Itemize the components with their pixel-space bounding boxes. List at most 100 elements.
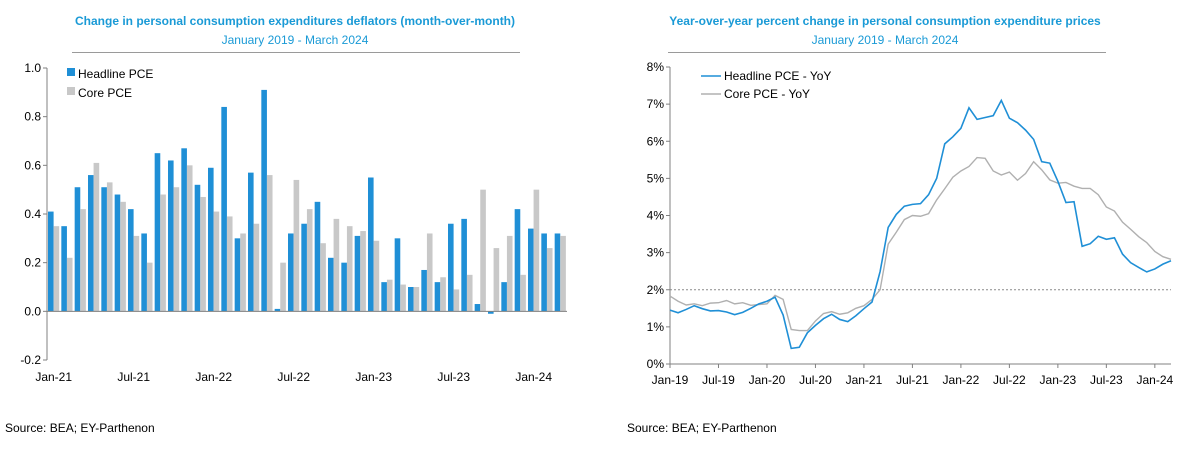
y-tick-label: 0.0 [24, 304, 41, 318]
mom-title-rule [72, 52, 520, 53]
core-bar-dec-23 [520, 274, 526, 312]
core-bar-sep-22 [320, 243, 326, 312]
x-tick-label: Jan-23 [1040, 373, 1077, 387]
y-tick-label: -0.2 [20, 353, 41, 367]
mom-chart-title: Change in personal consumption expenditu… [74, 14, 516, 28]
yoy-chart-subtitle: January 2019 - March 2024 [811, 33, 959, 47]
y-tick-label: 1.0 [24, 61, 41, 75]
core-bar-jan-24 [533, 189, 540, 312]
core-bar-oct-22 [333, 218, 340, 312]
headline-bar-sep-22 [314, 201, 321, 312]
y-tick-label: 0.8 [24, 110, 41, 124]
core-bar-jun-21 [120, 201, 126, 312]
core-bar-mar-23 [400, 284, 406, 312]
x-tick-label: Jan-20 [749, 373, 786, 387]
headline-bar-aug-23 [461, 218, 467, 312]
headline-bar-apr-23 [408, 287, 414, 312]
headline-bar-jan-23 [368, 177, 374, 312]
headline-bar-dec-22 [354, 235, 361, 312]
x-tick-label: Jul-23 [1090, 373, 1123, 387]
yoy-title-rule [668, 52, 1106, 53]
x-tick-label: Jul-22 [277, 370, 310, 384]
headline-bar-jan-24 [528, 228, 534, 312]
core-bar-apr-22 [253, 223, 260, 312]
core-bar-nov-22 [346, 226, 353, 312]
x-tick-label: Jul-20 [799, 373, 832, 387]
headline-bar-jul-23 [448, 223, 454, 312]
core-bar-nov-21 [186, 165, 193, 312]
headline-bar-nov-23 [501, 282, 507, 312]
yoy-line-chart: 0% 1% 2% 3% 4% 5% 6% 7% 8% Jan-19 Jul-19 Jan-20 Jul-… [647, 60, 1174, 387]
x-tick-label: Jan-24 [1136, 373, 1173, 387]
core-bar-jan-21 [53, 226, 60, 312]
y-tick-label: 1% [647, 320, 665, 334]
core-bar-may-23 [426, 233, 433, 312]
core-bar-jun-22 [280, 262, 286, 312]
core-bar-apr-23 [413, 287, 420, 312]
core-bar-feb-22 [226, 216, 233, 312]
headline-bar-mar-21 [74, 187, 81, 312]
mom-source-note: Source: BEA; EY-Parthenon [5, 421, 155, 435]
mom-chart-panel: Change in personal consumption expenditu… [0, 0, 590, 449]
x-tick-label: Jul-21 [117, 370, 150, 384]
headline-bar-sep-21 [154, 153, 161, 312]
headline-bar-feb-23 [381, 282, 387, 312]
mom-chart-subtitle: January 2019 - March 2024 [221, 33, 369, 47]
core-bar-aug-22 [306, 209, 313, 312]
y-tick-label: 0.4 [24, 207, 41, 221]
core-bar-may-21 [106, 182, 113, 312]
core-bar-sep-23 [480, 189, 486, 312]
headline-bar-mar-22 [234, 238, 241, 312]
x-tick-label: Jul-22 [993, 373, 1026, 387]
core-bar-dec-22 [360, 231, 366, 312]
y-tick-label: 4% [647, 209, 665, 223]
y-tick-label: 7% [647, 97, 665, 111]
headline-bar-nov-21 [181, 148, 187, 312]
legend-label: Core PCE - YoY [724, 87, 810, 101]
core-bar-mar-21 [80, 209, 86, 312]
headline-bar-jul-22 [288, 233, 294, 312]
x-tick-label: Jan-21 [35, 370, 72, 384]
core-bar-apr-21 [93, 162, 100, 312]
legend-label: Headline PCE - YoY [724, 69, 831, 83]
legend-swatch [67, 68, 75, 76]
core-bar-feb-24 [546, 248, 553, 312]
x-tick-label: Jul-21 [896, 373, 929, 387]
core-bar-jan-22 [213, 211, 220, 312]
core-bar-jul-23 [453, 289, 460, 312]
core-bar-may-22 [266, 175, 273, 312]
headline-bar-aug-21 [141, 233, 147, 312]
headline-bar-may-23 [421, 269, 427, 312]
legend-label: Headline PCE [78, 67, 153, 81]
x-tick-label: Jul-19 [702, 373, 735, 387]
headline-bar-jun-21 [114, 194, 121, 312]
x-tick-label: Jan-23 [355, 370, 392, 384]
headline-bar-dec-21 [194, 184, 201, 312]
headline-bar-nov-22 [341, 262, 347, 312]
core-bar-oct-23 [493, 248, 500, 312]
core-bar-aug-23 [466, 274, 473, 312]
y-tick-label: 0% [647, 357, 665, 371]
headline-bar-jan-22 [208, 167, 214, 312]
core-bar-feb-21 [66, 257, 73, 312]
yoy-chart-title: Year-over-year percent change in persona… [669, 14, 1101, 28]
core-bar-jun-23 [440, 277, 446, 312]
core-bar-jul-21 [133, 235, 140, 312]
headline-bar-aug-22 [301, 223, 307, 312]
core-bar-sep-21 [160, 194, 166, 312]
legend-label: Core PCE [78, 86, 132, 100]
y-tick-label: 8% [647, 60, 665, 74]
headline-bar-jun-22 [274, 308, 281, 312]
core-bar-dec-21 [200, 196, 206, 312]
x-tick-label: Jan-21 [846, 373, 883, 387]
headline-bar-sep-23 [474, 304, 481, 312]
core-bar-mar-22 [240, 233, 246, 312]
headline-bar-feb-24 [541, 233, 547, 312]
core-bar-oct-21 [173, 187, 180, 312]
x-tick-label: Jan-19 [652, 373, 689, 387]
headline-bar-oct-23 [488, 311, 494, 314]
core-bar-jul-22 [293, 179, 300, 312]
headline-bar-dec-23 [514, 209, 521, 312]
y-tick-label: 0.2 [24, 256, 41, 270]
headline-bar-may-22 [261, 89, 267, 312]
